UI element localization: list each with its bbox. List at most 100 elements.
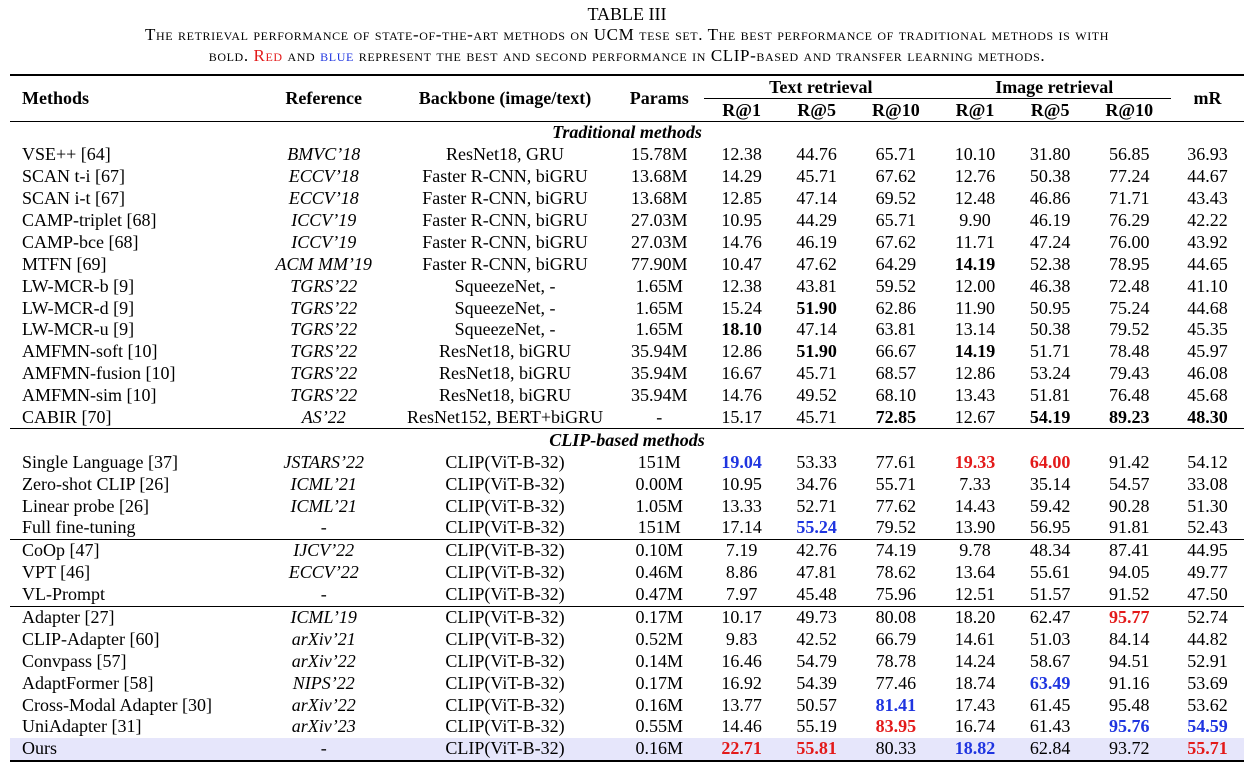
table-row: LW-MCR-d [9] TGRS’22 SqueezeNet, - 1.65M 15.… xyxy=(10,297,1244,319)
metric-cell: 50.38 xyxy=(1029,166,1071,187)
metric-cell: 10.10 xyxy=(954,144,996,165)
table-row: Full fine-tuning - CLIP(ViT-B-32) 151M 17.14… xyxy=(10,517,1244,539)
metric-cell: 56.85 xyxy=(1109,144,1150,165)
metric-cell: 80.08 xyxy=(875,607,917,628)
method-cell: Full fine-tuning xyxy=(22,517,136,538)
method-cell: AdaptFormer [58] xyxy=(22,672,154,693)
metric-cell: 45.97 xyxy=(1187,341,1228,362)
metric-cell: 9.83 xyxy=(725,628,758,649)
metric-cell: 64.00 xyxy=(1029,451,1071,472)
backbone-cell: ResNet152, BERT+biGRU xyxy=(407,407,604,428)
metric-cell: 56.95 xyxy=(1029,517,1071,538)
metric-cell: 44.65 xyxy=(1187,253,1228,274)
metric-cell: 12.38 xyxy=(721,144,762,165)
table-row: SCAN t-i [67] ECCV’18 Faster R-CNN, biGRU 1… xyxy=(10,166,1244,188)
metric-cell: 53.33 xyxy=(796,451,837,472)
metric-cell: 59.42 xyxy=(1029,495,1071,516)
params-cell: 0.16M xyxy=(614,737,705,761)
metric-cell: 52.74 xyxy=(1187,607,1228,628)
metric-cell: 55.71 xyxy=(1170,737,1244,761)
header-r1: R@1 xyxy=(955,99,995,120)
backbone-cell: CLIP(ViT-B-32) xyxy=(445,451,565,472)
metric-cell: 46.86 xyxy=(1029,188,1071,209)
metric-cell: 43.81 xyxy=(796,275,837,296)
method-cell: AMFMN-soft [10] xyxy=(22,341,158,362)
metric-cell: 18.74 xyxy=(954,672,996,693)
metric-cell: 78.95 xyxy=(1109,253,1150,274)
metric-cell: 16.67 xyxy=(721,363,762,384)
backbone-cell: Faster R-CNN, biGRU xyxy=(422,210,588,230)
metric-cell: 15.17 xyxy=(721,407,762,428)
metric-cell: 65.71 xyxy=(875,210,917,230)
metric-cell: 13.14 xyxy=(954,319,996,340)
backbone-cell: SqueezeNet, - xyxy=(454,275,556,296)
metric-cell: 33.08 xyxy=(1187,473,1228,494)
params-cell: 1.05M xyxy=(635,495,684,516)
header-r10: R@10 xyxy=(871,99,920,120)
metric-cell: 45.48 xyxy=(796,584,837,605)
metric-cell: 14.76 xyxy=(721,231,762,252)
metric-cell: 71.71 xyxy=(1109,188,1150,209)
metric-cell: 90.28 xyxy=(1109,495,1150,516)
metric-cell: 54.59 xyxy=(1187,716,1228,737)
metric-cell: 69.52 xyxy=(875,188,917,209)
metric-cell: 52.43 xyxy=(1187,517,1228,538)
metric-cell: 64.29 xyxy=(875,253,917,274)
params-cell: 0.17M xyxy=(635,607,684,628)
params-cell: 0.00M xyxy=(635,473,684,494)
backbone-cell: CLIP(ViT-B-32) xyxy=(445,694,565,715)
reference-cell: ECCV’18 xyxy=(288,166,359,187)
metric-cell: 51.71 xyxy=(1029,341,1071,362)
metric-cell: 61.43 xyxy=(1029,716,1071,737)
metric-cell: 61.45 xyxy=(1029,694,1071,715)
metric-cell: 95.76 xyxy=(1109,716,1150,737)
metric-cell: 68.10 xyxy=(875,385,917,406)
metric-cell: 45.68 xyxy=(1187,385,1228,406)
metric-cell: 13.90 xyxy=(954,517,996,538)
table-row: VPT [46] ECCV’22 CLIP(ViT-B-32) 0.46M 8.86 47… xyxy=(10,562,1244,584)
table-row: CLIP-Adapter [60] arXiv’21 CLIP(ViT-B-32) 0… xyxy=(10,628,1244,650)
metric-cell: 77.24 xyxy=(1109,166,1150,187)
params-cell: 0.17M xyxy=(635,672,684,693)
backbone-cell: ResNet18, GRU xyxy=(446,144,565,165)
method-cell: SCAN t-i [67] xyxy=(22,166,125,187)
reference-cell: TGRS’22 xyxy=(290,341,358,362)
metric-cell: 10.17 xyxy=(721,607,762,628)
metric-cell: 12.51 xyxy=(954,584,996,605)
metric-cell: 7.33 xyxy=(959,473,991,494)
header-backbone: Backbone (image/text) xyxy=(418,88,592,108)
metric-cell: 12.38 xyxy=(721,275,762,296)
metric-cell: 58.67 xyxy=(1029,650,1071,671)
metric-cell: 83.95 xyxy=(875,716,917,737)
backbone-cell: ResNet18, biGRU xyxy=(439,363,572,384)
metric-cell: 63.49 xyxy=(1029,672,1071,693)
params-cell: 35.94M xyxy=(631,385,688,406)
metric-cell: 91.16 xyxy=(1109,672,1150,693)
table-row: Adapter [27] ICML’19 CLIP(ViT-B-32) 0.17M 10… xyxy=(10,606,1244,628)
reference-cell: TGRS’22 xyxy=(290,275,358,296)
metric-cell: 47.62 xyxy=(796,253,837,274)
metric-cell: 17.43 xyxy=(954,694,996,715)
metric-cell: 13.77 xyxy=(721,694,762,715)
reference-cell: JSTARS’22 xyxy=(283,451,365,472)
metric-cell: 51.81 xyxy=(1029,385,1071,406)
metric-cell: 14.19 xyxy=(954,341,996,362)
method-cell: CAMP-triplet [68] xyxy=(22,210,157,230)
method-cell: VSE++ [64] xyxy=(22,144,111,165)
table-row: MTFN [69] ACM MM’19 Faster R-CNN, biGRU 77.… xyxy=(10,253,1244,275)
metric-cell: 62.47 xyxy=(1029,607,1071,628)
table-row: AdaptFormer [58] NIPS’22 CLIP(ViT-B-32) 0.1… xyxy=(10,672,1244,694)
reference-cell: - xyxy=(251,737,396,761)
table-row: AMFMN-soft [10] TGRS’22 ResNet18, biGRU 35.… xyxy=(10,341,1244,363)
metric-cell: 66.79 xyxy=(875,628,917,649)
metric-cell: 49.77 xyxy=(1187,562,1228,583)
table-row: UniAdapter [31] arXiv’23 CLIP(ViT-B-32) 0.5… xyxy=(10,716,1244,738)
reference-cell: ECCV’22 xyxy=(288,562,359,583)
caption-line-2: bold. Red and blue represent the best an… xyxy=(0,45,1254,66)
metric-cell: 55.24 xyxy=(796,517,837,538)
table-row: CAMP-triplet [68] ICCV’19 Faster R-CNN, bi… xyxy=(10,210,1244,232)
metric-cell: 79.52 xyxy=(875,517,917,538)
reference-cell: TGRS’22 xyxy=(290,385,358,406)
backbone-cell: Faster R-CNN, biGRU xyxy=(422,188,588,209)
